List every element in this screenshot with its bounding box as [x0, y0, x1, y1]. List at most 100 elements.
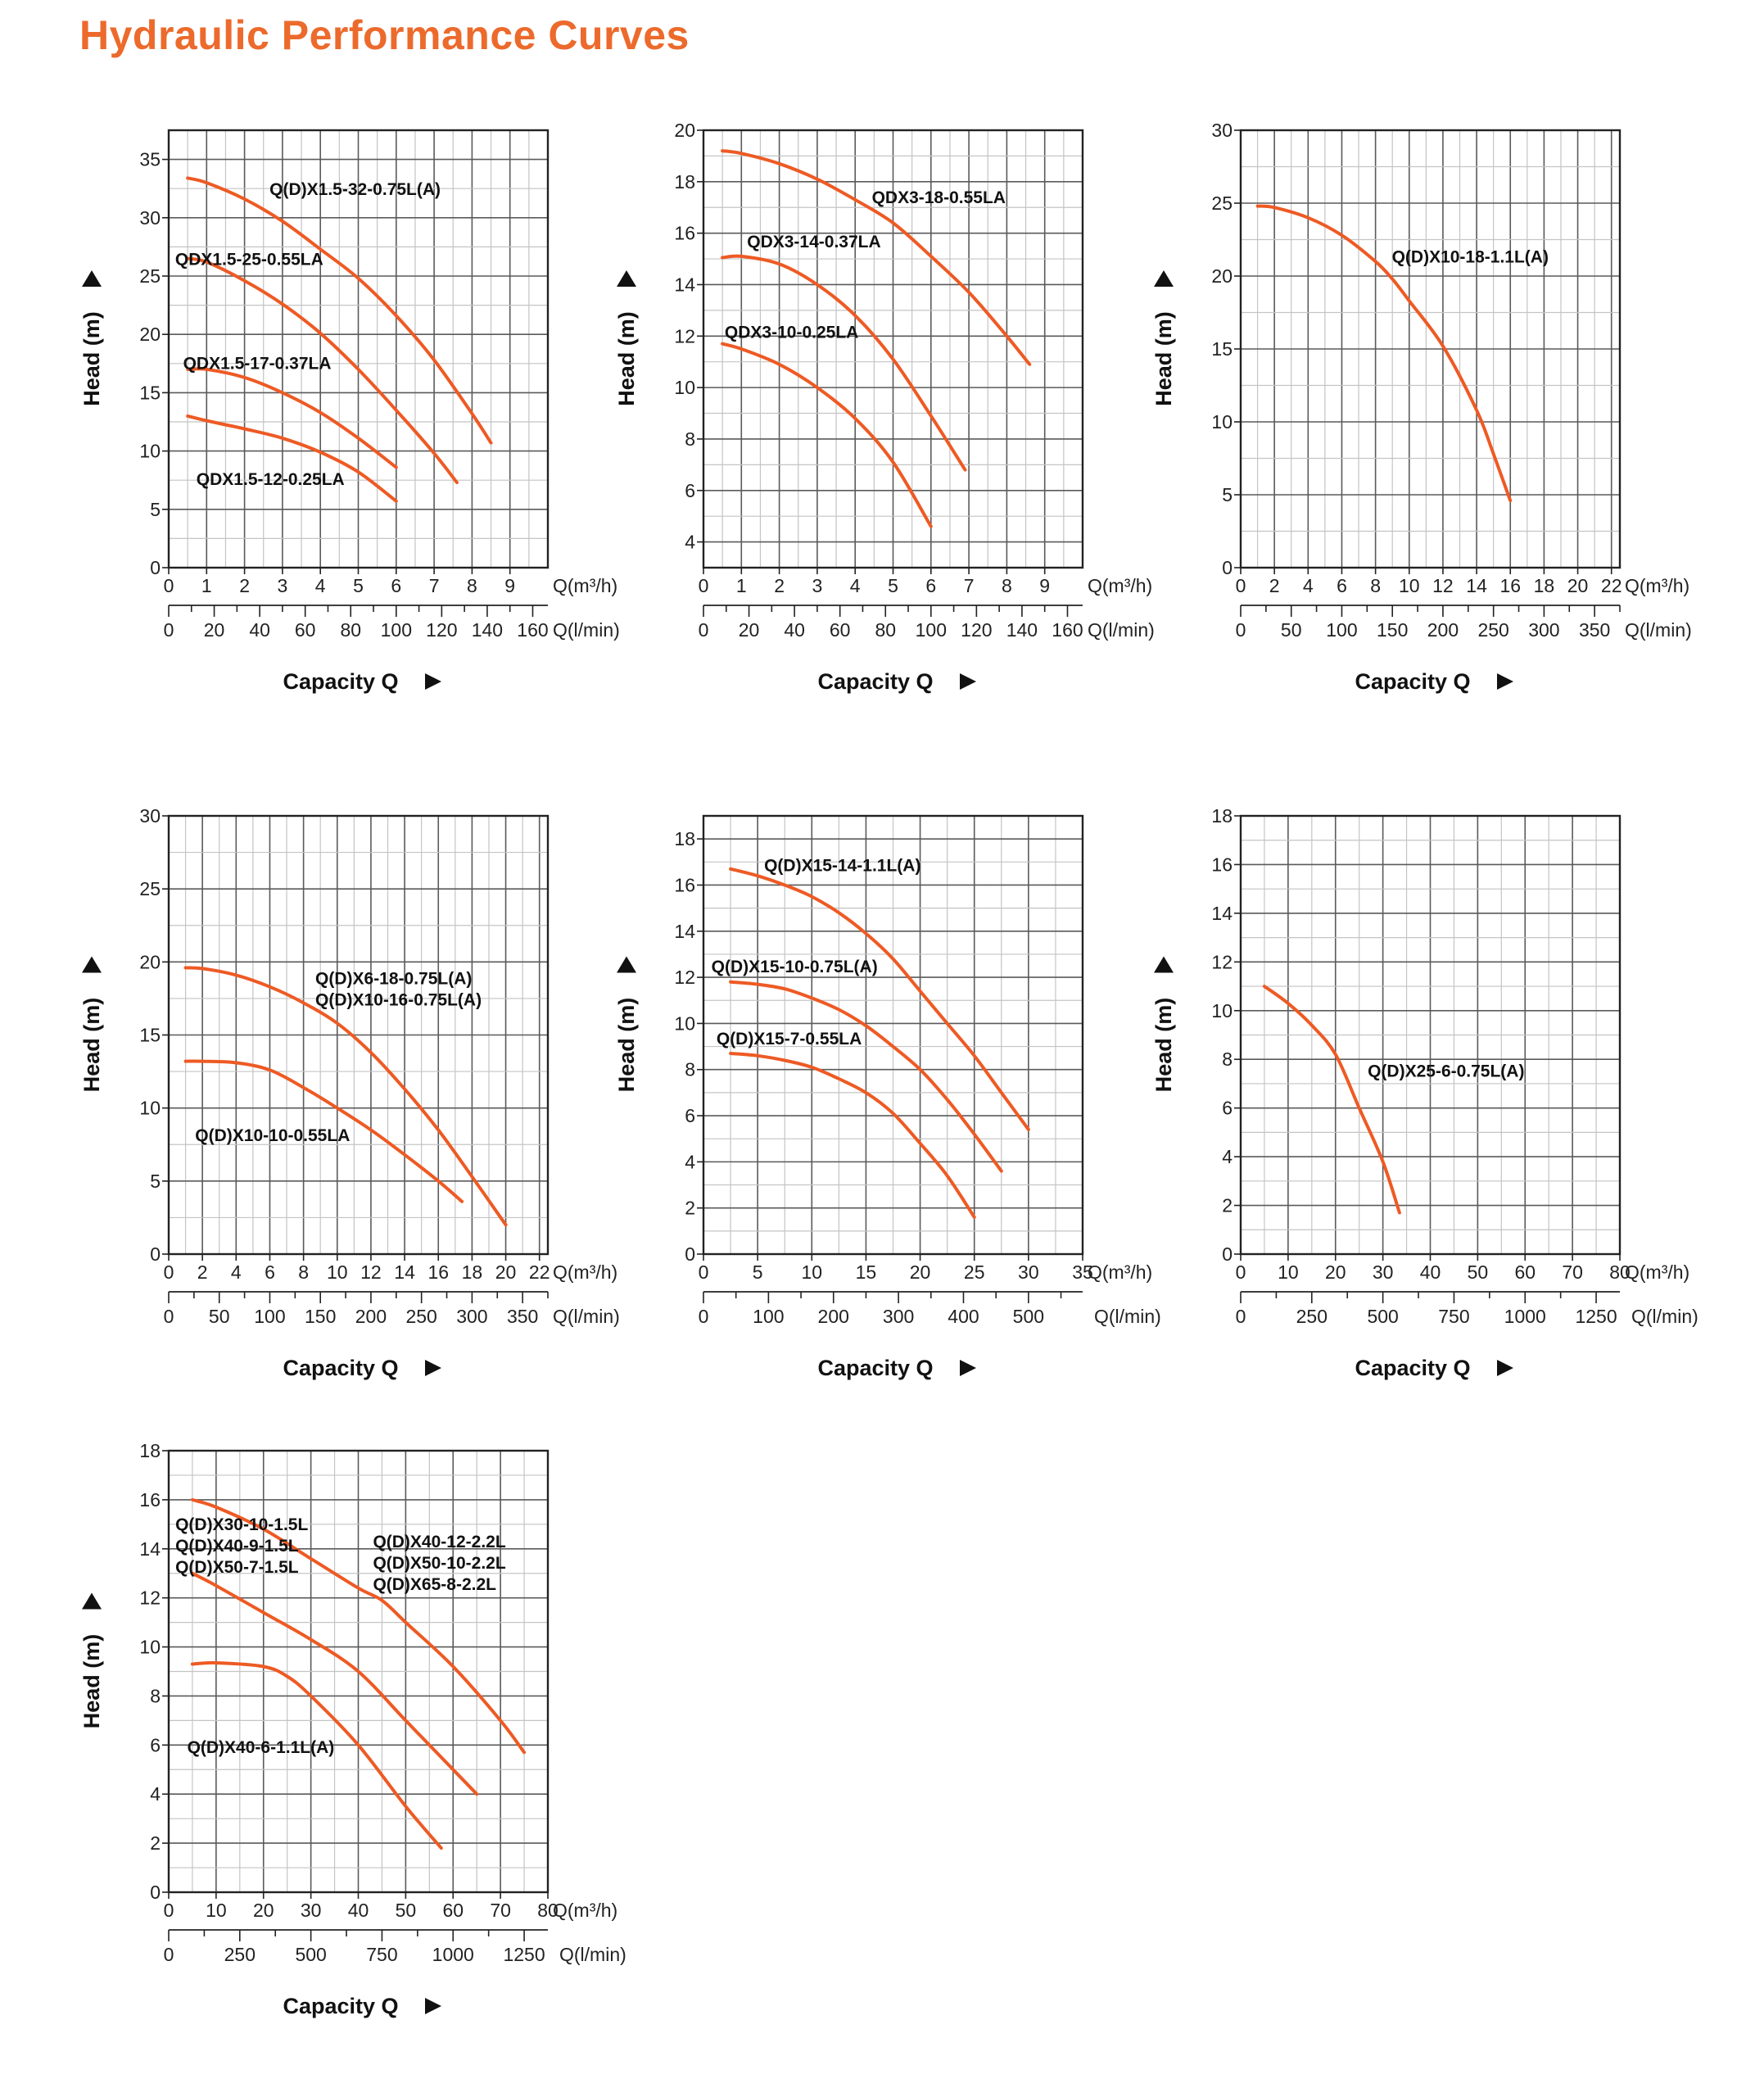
secondary-x-unit-label: Q(l/min) — [1088, 619, 1155, 641]
y-tick-label: 10 — [674, 1012, 695, 1034]
secondary-x-tick-label: 350 — [1579, 619, 1610, 641]
y-tick-label: 14 — [674, 274, 695, 295]
secondary-x-tick-label: 400 — [948, 1306, 979, 1327]
performance-curve — [1255, 204, 1513, 503]
x-tick-label: 0 — [1236, 575, 1246, 596]
y-tick-label: 25 — [139, 878, 161, 899]
x-tick-label: 35 — [1072, 1261, 1093, 1283]
performance-curve — [729, 980, 1003, 1173]
x-axis-title: Capacity Q — [1355, 669, 1470, 694]
y-tick-label: 16 — [139, 1489, 161, 1510]
curve-label: QDX1.5-17-0.37LA — [183, 354, 332, 373]
secondary-x-unit-label: Q(l/min) — [553, 1306, 620, 1327]
x-unit-label: Q(m³/h) — [1625, 575, 1689, 596]
arrow-up-icon — [82, 956, 102, 973]
y-tick-label: 14 — [1211, 903, 1233, 924]
secondary-x-tick-label: 1250 — [1575, 1306, 1617, 1327]
performance-curve — [186, 176, 493, 445]
y-tick-label: 14 — [139, 1538, 161, 1560]
x-axis-title: Capacity Q — [283, 1356, 398, 1380]
curve-label: Q(D)X6-18-0.75L(A) — [315, 970, 472, 989]
grid — [703, 815, 1083, 1255]
x-tick-label: 20 — [1325, 1261, 1346, 1283]
secondary-x-tick-label: 120 — [426, 619, 457, 641]
chart-5: 0 2 4 6 8 10 12 14 16 18 0 5 10 15 20 25 30 35Q(m³/h) 0 100… — [614, 814, 1161, 1380]
secondary-x-tick-label: 140 — [472, 619, 503, 641]
y-tick-label: 10 — [139, 441, 161, 462]
y-tick-label: 8 — [685, 1059, 695, 1080]
curve-label: QDX3-18-0.55LA — [872, 188, 1006, 207]
arrow-up-icon — [1154, 956, 1174, 973]
secondary-x-tick-label: 150 — [1377, 619, 1408, 641]
secondary-x-unit-label: Q(l/min) — [1625, 619, 1692, 641]
x-tick-label: 10 — [206, 1900, 227, 1921]
secondary-x-tick-label: 0 — [164, 1944, 174, 1965]
x-tick-label: 50 — [396, 1900, 417, 1921]
x-tick-label: 0 — [164, 575, 174, 596]
y-tick-label: 15 — [139, 1025, 161, 1046]
secondary-x-unit-label: Q(l/min) — [1094, 1306, 1161, 1327]
arrow-up-icon — [82, 1592, 102, 1610]
x-tick-label: 0 — [164, 1900, 174, 1921]
y-tick-label: 12 — [139, 1587, 161, 1609]
x-tick-label: 80 — [1609, 1261, 1631, 1283]
y-axis-title: Head (m) — [1151, 998, 1176, 1093]
x-tick-label: 8 — [298, 1261, 309, 1283]
x-tick-label: 40 — [1420, 1261, 1441, 1283]
y-tick-label: 5 — [1222, 484, 1233, 505]
secondary-x-tick-label: 100 — [254, 1306, 285, 1327]
x-tick-label: 70 — [1562, 1261, 1583, 1283]
y-axis-title: Head (m) — [614, 998, 639, 1093]
x-tick-label: 10 — [327, 1261, 348, 1283]
performance-curve — [721, 149, 1032, 366]
y-axis-title: Head (m) — [1151, 311, 1176, 406]
x-tick-label: 4 — [1303, 575, 1314, 596]
performance-curve — [190, 1660, 443, 1850]
secondary-x-unit-label: Q(l/min) — [559, 1944, 626, 1965]
y-tick-label: 5 — [150, 499, 161, 520]
secondary-x-tick-label: 0 — [164, 619, 174, 641]
x-unit-label: Q(m³/h) — [553, 1261, 617, 1283]
secondary-x-tick-label: 250 — [224, 1944, 256, 1965]
performance-curve — [186, 256, 459, 484]
x-tick-label: 20 — [495, 1261, 517, 1283]
x-tick-label: 22 — [1601, 575, 1622, 596]
y-tick-label: 12 — [1211, 951, 1233, 972]
y-tick-label: 0 — [1222, 557, 1233, 578]
secondary-x-tick-label: 0 — [699, 1306, 709, 1327]
curve-label: QDX1.5-25-0.55LA — [175, 251, 323, 269]
performance-curve — [186, 414, 398, 503]
secondary-x-tick-label: 150 — [305, 1306, 336, 1327]
curve-label: Q(D)X25-6-0.75L(A) — [1368, 1062, 1524, 1081]
x-tick-label: 30 — [301, 1900, 322, 1921]
y-tick-label: 12 — [674, 325, 695, 346]
secondary-x-tick-label: 200 — [1427, 619, 1459, 641]
curve-label: Q(D)X10-10-0.55LA — [195, 1126, 350, 1145]
curve-label: Q(D)X15-7-0.55LA — [717, 1030, 862, 1048]
secondary-x-tick-label: 750 — [1438, 1306, 1469, 1327]
y-tick-label: 15 — [139, 382, 161, 403]
page-title: Hydraulic Performance Curves — [79, 12, 690, 58]
x-unit-label: Q(m³/h) — [553, 1900, 617, 1921]
performance-curve — [186, 367, 398, 469]
secondary-x-tick-label: 250 — [1477, 619, 1508, 641]
y-tick-label: 4 — [685, 1151, 695, 1172]
x-tick-label: 6 — [925, 575, 936, 596]
arrow-up-icon — [617, 270, 636, 287]
secondary-x-tick-label: 0 — [1236, 1306, 1246, 1327]
x-tick-label: 5 — [753, 1261, 763, 1283]
curve-label: Q(D)X15-10-0.75L(A) — [712, 958, 878, 976]
secondary-x-tick-label: 500 — [295, 1944, 326, 1965]
x-tick-label: 15 — [856, 1261, 877, 1283]
x-tick-label: 10 — [1278, 1261, 1299, 1283]
secondary-x-unit-label: Q(l/min) — [553, 619, 620, 641]
secondary-x-tick-label: 50 — [1281, 619, 1302, 641]
x-tick-label: 12 — [1432, 575, 1454, 596]
y-tick-label: 0 — [150, 557, 161, 578]
y-tick-label: 35 — [139, 149, 161, 170]
secondary-x-tick-label: 500 — [1367, 1306, 1398, 1327]
y-tick-label: 20 — [139, 324, 161, 345]
